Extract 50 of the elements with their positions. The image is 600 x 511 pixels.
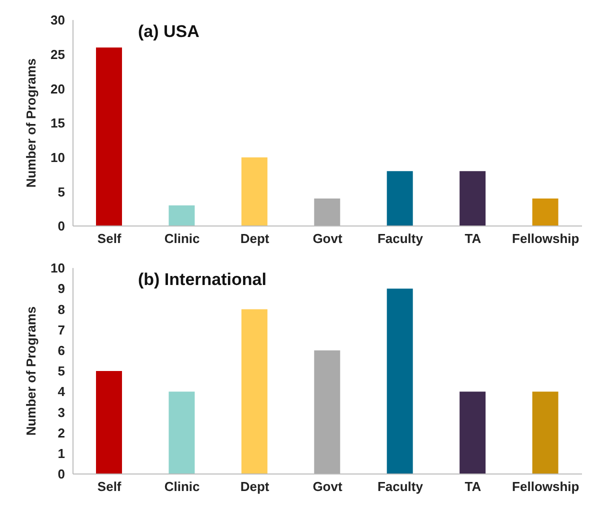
bar — [168, 205, 195, 226]
bar — [386, 288, 413, 474]
chart-title: (a) USA — [138, 22, 200, 42]
y-tick-label: 9 — [58, 281, 65, 296]
y-tick-label: 4 — [58, 384, 66, 400]
x-tick-label: Faculty — [377, 231, 424, 246]
bar — [460, 171, 486, 226]
x-tick-label: TA — [464, 479, 482, 494]
bar — [532, 392, 558, 474]
x-tick-label: TA — [464, 231, 482, 246]
y-tick-label: 10 — [50, 260, 65, 276]
y-tick-label: 0 — [58, 466, 65, 482]
y-tick-label: 2 — [58, 425, 65, 440]
y-tick-label: 0 — [58, 218, 65, 234]
x-tick-label: Self — [97, 479, 122, 494]
x-tick-label: Govt — [312, 231, 343, 246]
y-tick-label: 15 — [50, 116, 65, 131]
x-tick-label: Clinic — [164, 479, 200, 494]
x-tick-label: Dept — [240, 231, 270, 246]
bar — [96, 47, 122, 226]
y-tick-label: 20 — [50, 81, 65, 96]
bar — [314, 350, 340, 474]
bar — [460, 392, 486, 474]
bar — [241, 309, 268, 474]
x-tick-label: Faculty — [377, 479, 424, 494]
bar — [96, 371, 122, 474]
y-tick-label: 8 — [58, 302, 65, 317]
y-axis-title: Number of Programs — [24, 306, 39, 436]
bar — [314, 198, 340, 226]
y-tick-label: 7 — [58, 322, 65, 338]
x-tick-label: Dept — [240, 479, 270, 494]
y-tick-label: 6 — [58, 343, 65, 358]
bar — [386, 171, 413, 226]
x-tick-label: Fellowship — [512, 479, 580, 494]
y-tick-label: 25 — [50, 46, 65, 62]
y-tick-label: 30 — [50, 12, 65, 28]
y-tick-label: 5 — [58, 184, 65, 200]
y-axis-title: Number of Programs — [24, 58, 39, 188]
x-tick-label: Govt — [312, 479, 343, 494]
y-tick-label: 5 — [58, 364, 65, 379]
y-tick-label: 3 — [58, 404, 65, 420]
bar — [168, 392, 195, 474]
x-tick-label: Clinic — [164, 231, 200, 246]
bar — [532, 198, 558, 226]
chart-title: (b) International — [138, 270, 266, 290]
y-tick-label: 10 — [50, 150, 65, 165]
x-tick-label: Self — [97, 231, 122, 246]
x-tick-label: Fellowship — [512, 231, 580, 246]
bar — [241, 157, 268, 226]
y-tick-label: 1 — [58, 446, 65, 462]
